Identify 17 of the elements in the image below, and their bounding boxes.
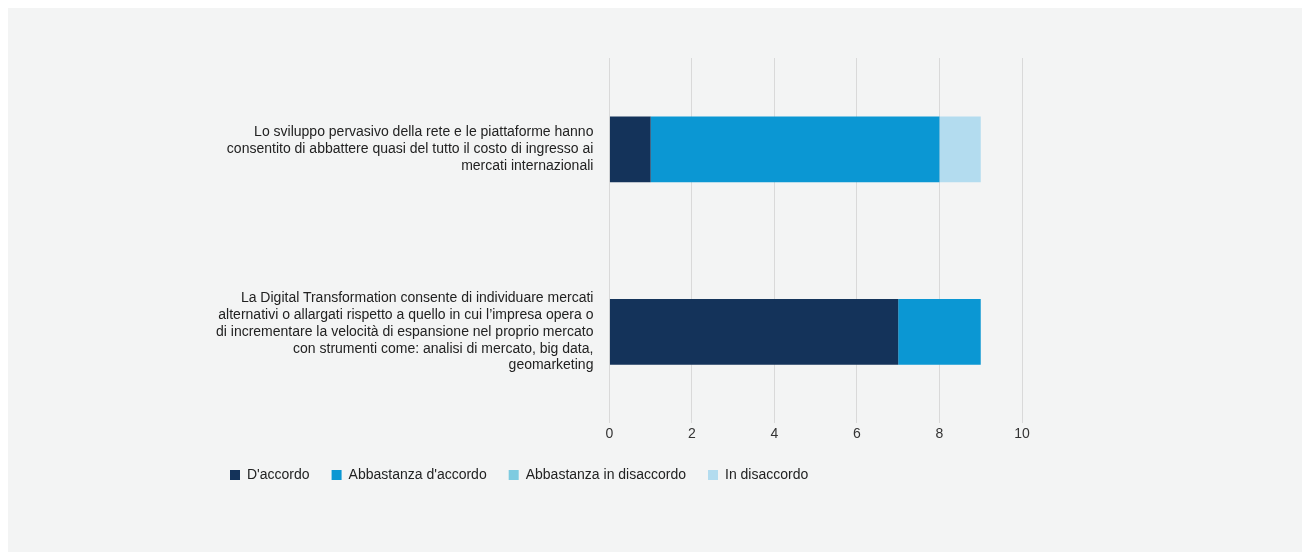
legend-label: In disaccordo — [725, 465, 809, 482]
x-tick-label: 2 — [688, 425, 697, 442]
legend-label: Abbastanza d'accordo — [348, 465, 487, 482]
bar — [898, 299, 981, 365]
x-tick-label: 6 — [853, 425, 862, 442]
bar — [650, 116, 940, 183]
bar — [939, 116, 981, 183]
x-tick-label: 0 — [605, 425, 614, 442]
y-tick-label: La Digital Transformation consente di individuare mercati alternativi o allargati rispetto a quello in cui l’impresa opera o di incrementare la velocità di espansione nel proprio mercato con strumenti come: analisi di mercato, big data, geomarketing — [215, 289, 594, 373]
bar — [609, 299, 899, 365]
y-tick-label: Lo sviluppo pervasivo della rete e le piattaforme hanno consentito di abbattere quasi del tutto il costo di ingresso ai mercati internazionali — [226, 123, 594, 173]
legend-label: Abbastanza in disaccordo — [525, 465, 687, 482]
legend-label: D'accordo — [247, 465, 310, 482]
x-tick-label: 8 — [935, 425, 944, 442]
x-tick-label: 4 — [770, 425, 779, 442]
bar — [609, 116, 651, 183]
x-tick-label: 10 — [1014, 425, 1030, 442]
